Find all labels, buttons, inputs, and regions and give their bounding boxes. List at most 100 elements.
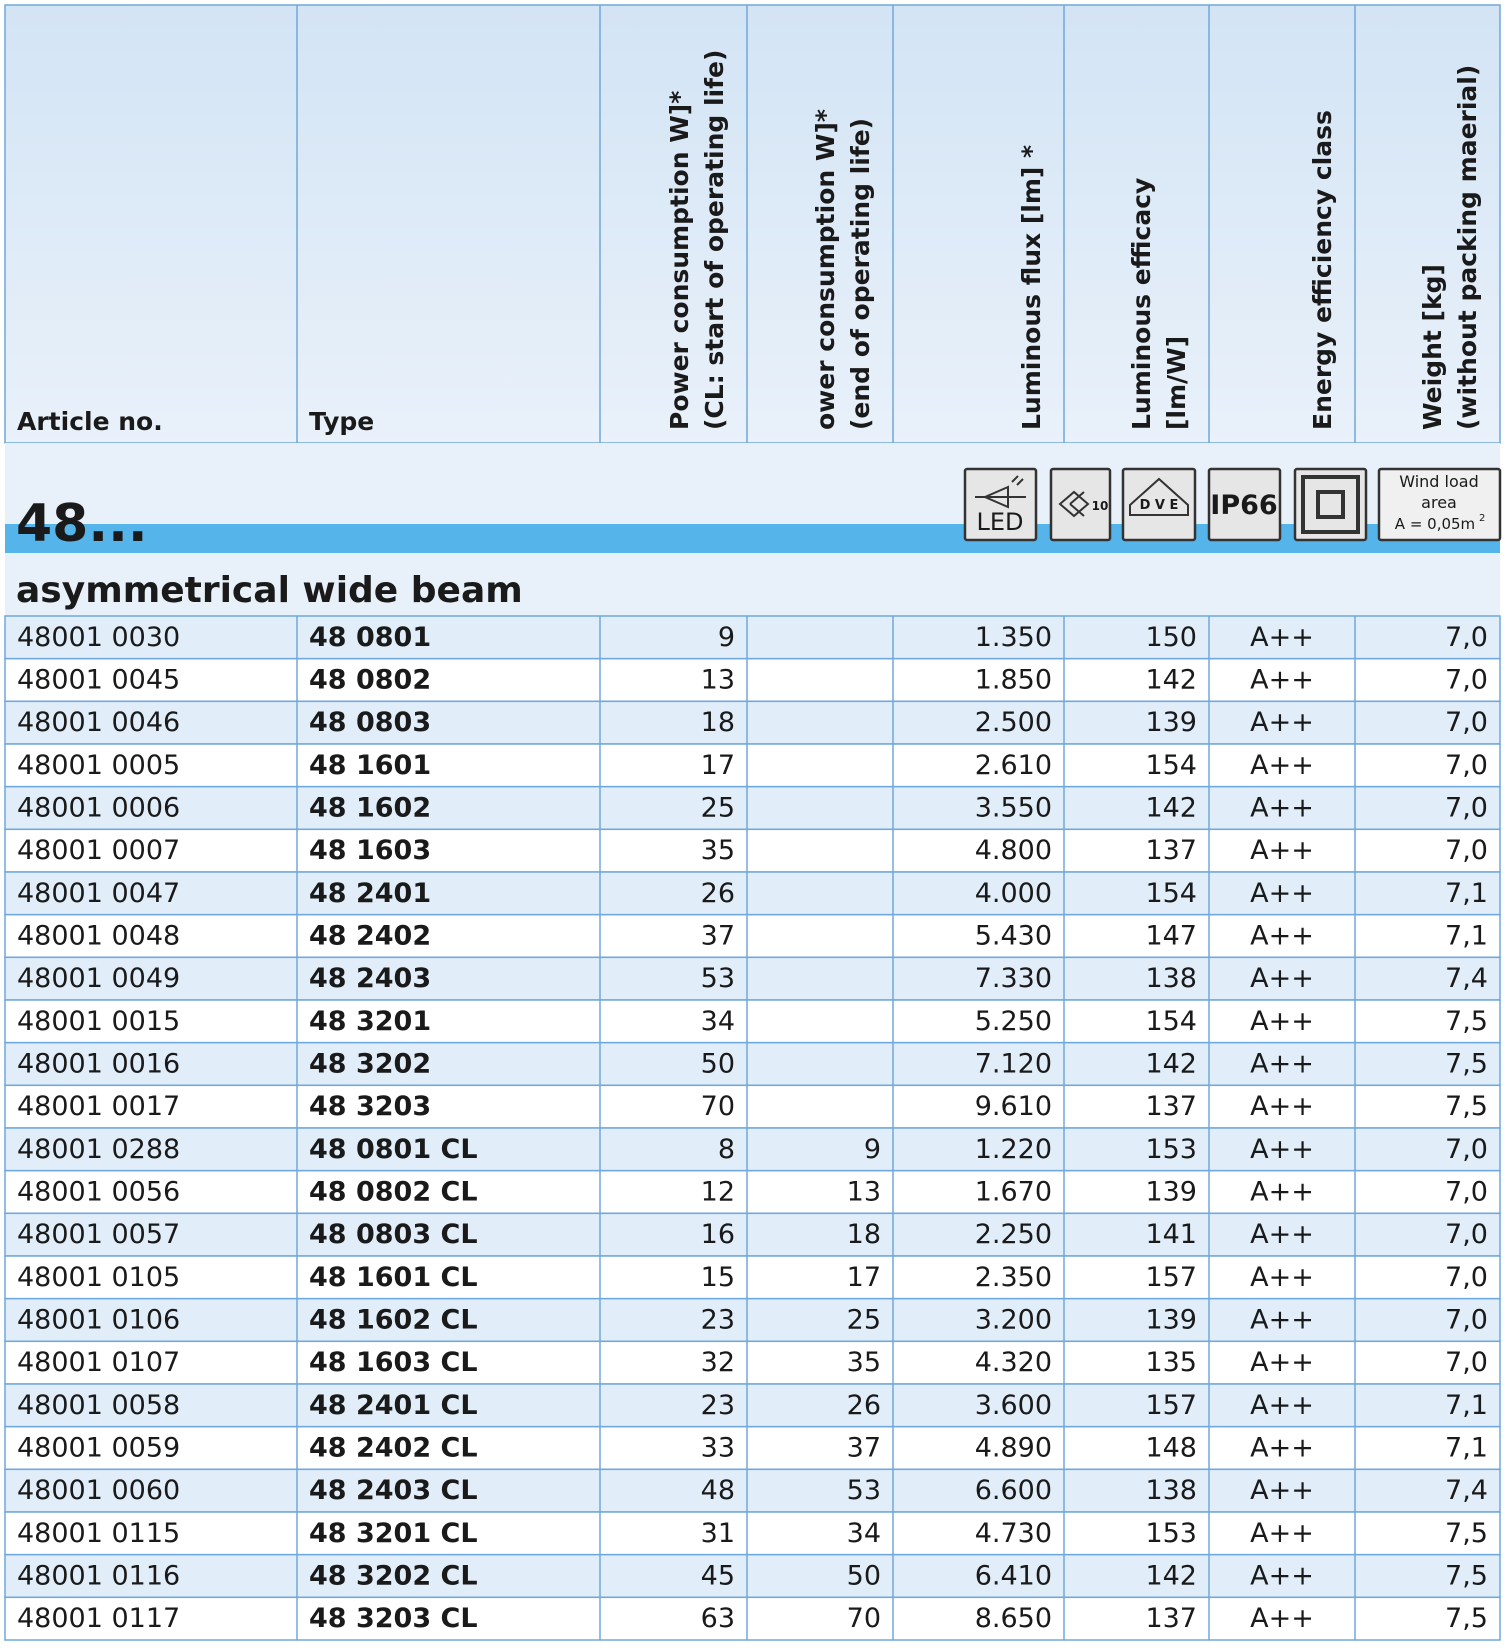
table-cell: A++	[1250, 1347, 1314, 1378]
table-cell: 18	[701, 707, 735, 738]
icon-ip	[1207, 467, 1282, 542]
icon-wind-exponent: 2	[1479, 513, 1485, 524]
table-cell: A++	[1250, 1561, 1314, 1592]
table-cell: 48 1602	[309, 793, 431, 824]
table-cell: 148	[1145, 1433, 1197, 1464]
table-cell: 7,0	[1445, 665, 1488, 696]
column-header: Power consumption W]*	[665, 91, 694, 430]
table-cell: 32	[701, 1347, 735, 1378]
table-cell: A++	[1250, 1305, 1314, 1336]
table-cell: 7,0	[1445, 1305, 1488, 1336]
table-cell: 48 2402	[309, 921, 431, 952]
table-cell: 48 2403	[309, 963, 431, 994]
table-cell: 25	[701, 793, 735, 824]
table-cell: 138	[1145, 963, 1197, 994]
table-cell: 48001 0106	[17, 1305, 180, 1336]
table-cell: 4.320	[975, 1347, 1052, 1378]
table-cell: 7,0	[1445, 622, 1488, 653]
table-cell: 1.670	[975, 1177, 1052, 1208]
table-row	[4, 913, 1501, 959]
table-cell: 26	[847, 1390, 881, 1421]
column-header: (end of operating life)	[846, 118, 875, 430]
led-symbol	[975, 475, 1026, 509]
table-cell: 6.410	[975, 1561, 1052, 1592]
table-cell: 48 0801	[309, 622, 431, 653]
table-cell: 7,5	[1445, 1006, 1488, 1037]
table-cell: 139	[1145, 1305, 1197, 1336]
column-header: [lm/W]	[1162, 336, 1191, 430]
table-cell: 2.500	[975, 707, 1052, 738]
table-row	[4, 1127, 1501, 1172]
table-cell: 5.250	[975, 1006, 1052, 1037]
column-header: Article no.	[17, 407, 163, 436]
table-row	[4, 1340, 1501, 1385]
table-cell: 37	[701, 921, 735, 952]
table-cell: 153	[1145, 1134, 1197, 1165]
table-row	[4, 1084, 1501, 1129]
table-cell: 23	[701, 1305, 735, 1336]
table-cell: 48001 0048	[17, 921, 180, 952]
table-cell: 7,4	[1445, 963, 1488, 994]
table-cell: 7,1	[1445, 1433, 1488, 1464]
table-cell: 48 3201 CL	[309, 1518, 478, 1549]
icon-wind-label: A = 0,05m	[1395, 515, 1475, 533]
table-cell: 48 0802	[309, 665, 431, 696]
table-cell: 7,1	[1445, 1390, 1488, 1421]
table-cell: A++	[1250, 622, 1314, 653]
table-cell: 2.610	[975, 750, 1052, 781]
table-cell: 7,5	[1445, 1091, 1488, 1122]
table-cell: 48 3202	[309, 1049, 431, 1080]
table-cell: 4.730	[975, 1518, 1052, 1549]
table-cell: 48001 0006	[17, 793, 180, 824]
icon-class-label: 10	[1092, 499, 1109, 513]
table-cell: 48001 0046	[17, 707, 180, 738]
table-cell: 48001 0107	[17, 1347, 180, 1378]
table-cell: 48001 0115	[17, 1518, 180, 1549]
table-cell: 142	[1145, 1049, 1197, 1080]
table-cell: 13	[847, 1177, 881, 1208]
table-cell: 9	[718, 622, 735, 653]
table-cell: A++	[1250, 750, 1314, 781]
table-cell: A++	[1250, 878, 1314, 909]
table-cell: 3.550	[975, 793, 1052, 824]
table-cell: 37	[847, 1433, 881, 1464]
table-cell: 70	[701, 1091, 735, 1122]
table-cell: 7,0	[1445, 1177, 1488, 1208]
table-cell: 7,1	[1445, 878, 1488, 909]
table-cell: 7,0	[1445, 1347, 1488, 1378]
table-cell: 26	[701, 878, 735, 909]
table-cell: 31	[701, 1518, 735, 1549]
table-cell: A++	[1250, 963, 1314, 994]
icons	[963, 467, 1502, 542]
table-row	[4, 1383, 1501, 1428]
table-cell: 17	[847, 1262, 881, 1293]
column-header: Luminous flux [lm] *	[1017, 145, 1046, 430]
table-cell: 48 2402 CL	[309, 1433, 478, 1464]
table-row	[4, 1255, 1501, 1300]
table-cell: A++	[1250, 1518, 1314, 1549]
column-header: Luminous efficacy	[1127, 178, 1156, 430]
table-cell: 48001 0049	[17, 963, 180, 994]
table-cell: 48 1603 CL	[309, 1347, 478, 1378]
table-cell: 53	[847, 1475, 881, 1506]
table-cell: 48 3201	[309, 1006, 431, 1037]
table-cell: 9	[864, 1134, 881, 1165]
table-cell: 48001 0288	[17, 1134, 180, 1165]
table-row	[4, 743, 1501, 788]
table-cell: 48	[701, 1475, 735, 1506]
table-cell: 7,4	[1445, 1475, 1488, 1506]
table-cell: 48 1602 CL	[309, 1305, 478, 1336]
table-cell: 35	[701, 835, 735, 866]
table-cell: 142	[1145, 1561, 1197, 1592]
table-cell: A++	[1250, 1049, 1314, 1080]
table-cell: 17	[701, 750, 735, 781]
table-cell: 7,0	[1445, 835, 1488, 866]
table-cell: 7,0	[1445, 1262, 1488, 1293]
icon-vde-label: D V E	[1140, 498, 1179, 513]
table-cell: 48 3203	[309, 1091, 431, 1122]
table-cell: 23	[701, 1390, 735, 1421]
column-header: ower consumption W]*	[811, 109, 840, 430]
table-cell: 34	[847, 1518, 881, 1549]
table-row	[4, 615, 1501, 660]
